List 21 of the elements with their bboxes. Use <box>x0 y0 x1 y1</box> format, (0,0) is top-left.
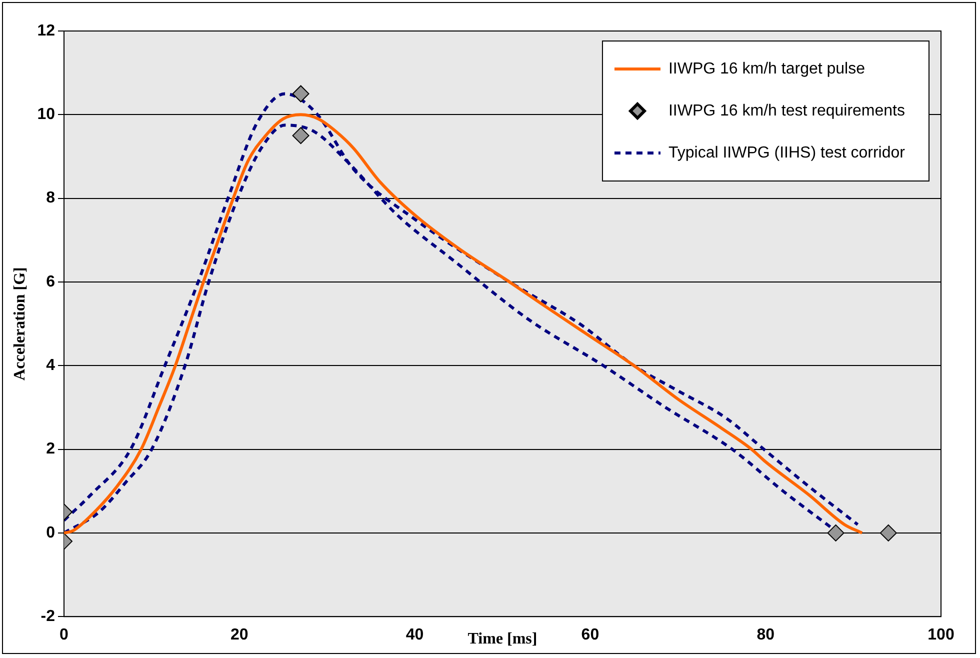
y-tick-label: 0 <box>46 524 56 542</box>
y-tick-label: 8 <box>46 190 56 207</box>
point <box>880 524 897 542</box>
y-tick-label: 12 <box>37 22 56 40</box>
y-tick-label: -2 <box>40 608 56 626</box>
x-tick-label: 40 <box>406 626 424 644</box>
x-tick-label: 60 <box>581 626 600 644</box>
y-tick-label: 6 <box>46 273 56 290</box>
y-tick-label: 4 <box>46 357 56 374</box>
legend-label: IIWPG 16 km/h test requirements <box>668 102 906 120</box>
x-tick-label: 100 <box>928 626 954 644</box>
y-axis-title: Acceleration [G] <box>12 267 29 380</box>
y-tick-label: 2 <box>46 440 56 458</box>
point <box>827 524 844 542</box>
x-axis-title: Time [ms] <box>468 630 538 648</box>
legend-label: IIWPG 16 km/h target pulse <box>668 60 866 78</box>
x-tick-label: 20 <box>230 626 248 644</box>
y-tick-label: 10 <box>37 106 56 124</box>
x-tick-label: 80 <box>756 626 775 644</box>
legend-label: Typical IIWPG (IIHS) test corridor <box>668 144 906 162</box>
x-tick-label: 0 <box>60 626 69 644</box>
